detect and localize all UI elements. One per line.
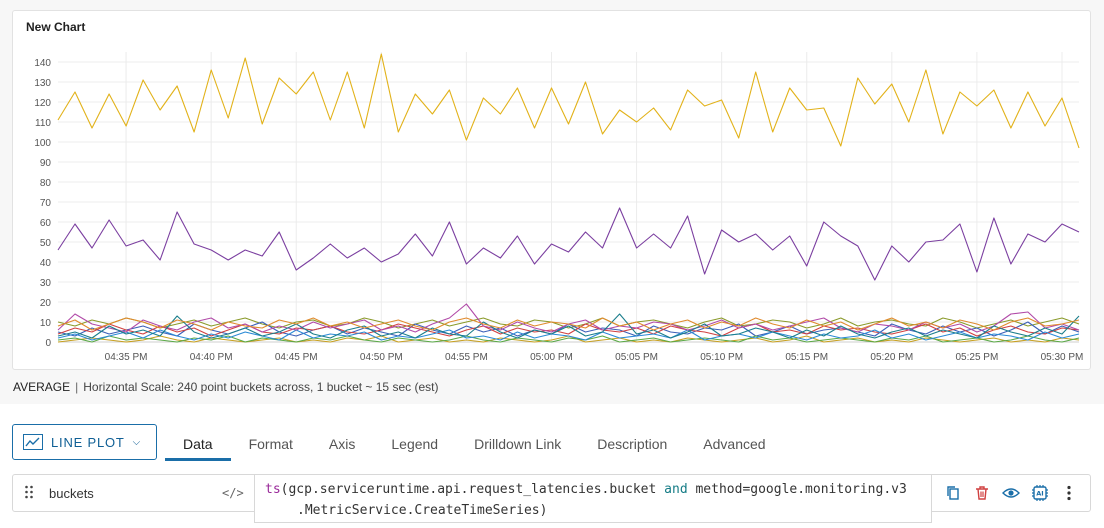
eye-icon[interactable] xyxy=(1001,483,1021,503)
tab-axis[interactable]: Axis xyxy=(328,436,356,452)
query-row: buckets </> ts(gcp.serviceruntime.api.re… xyxy=(12,474,1091,523)
query-name[interactable]: buckets xyxy=(49,486,94,501)
x-tick-label: 05:20 PM xyxy=(870,352,913,363)
y-tick-label: 120 xyxy=(34,98,51,109)
ai-icon[interactable]: AI xyxy=(1030,483,1050,503)
y-tick-label: 60 xyxy=(40,218,52,229)
delete-icon[interactable] xyxy=(972,483,992,503)
summary-aggregate: AVERAGE xyxy=(13,380,71,394)
x-tick-label: 05:30 PM xyxy=(1041,352,1084,363)
chart-title: New Chart xyxy=(26,20,86,34)
y-tick-label: 100 xyxy=(34,138,51,149)
query-line-2: .MetricService.CreateTimeSeries) xyxy=(297,503,548,518)
y-tick-label: 50 xyxy=(40,238,52,249)
x-tick-label: 05:15 PM xyxy=(785,352,828,363)
copy-icon[interactable] xyxy=(943,483,963,503)
query-part-2: method=google.monitoring.v3 xyxy=(687,482,907,497)
x-tick-label: 04:35 PM xyxy=(105,352,148,363)
y-tick-label: 0 xyxy=(45,338,51,349)
y-tick-label: 110 xyxy=(35,118,51,129)
drag-handle-icon[interactable] xyxy=(24,485,34,499)
tab-format[interactable]: Format xyxy=(248,436,293,452)
series-line-1[interactable] xyxy=(57,207,1080,281)
y-tick-label: 130 xyxy=(34,78,51,89)
chart-summary: AVERAGE | Horizontal Scale: 240 point buck… xyxy=(13,380,438,394)
y-tick-label: 140 xyxy=(34,58,51,69)
summary-scale: Horizontal Scale: 240 point buckets acro… xyxy=(83,380,439,394)
query-function: ts xyxy=(265,482,281,497)
y-tick-label: 90 xyxy=(40,158,52,169)
x-tick-label: 05:05 PM xyxy=(615,352,658,363)
plot-type-button[interactable]: LINE PLOT ⌵ xyxy=(12,424,157,460)
query-keyword: and xyxy=(664,482,688,497)
code-icon[interactable]: </> xyxy=(222,486,244,500)
y-tick-label: 40 xyxy=(40,258,52,269)
series-line-2[interactable] xyxy=(57,317,1080,331)
tab-data[interactable]: Data xyxy=(165,424,231,461)
chart-editor: LINE PLOT ⌵ Data Format Axis Legend Dril… xyxy=(0,404,1104,528)
y-tick-label: 80 xyxy=(40,178,52,189)
series-line-6[interactable] xyxy=(57,335,1080,343)
plot-type-label: LINE PLOT xyxy=(51,434,125,450)
query-actions: AI xyxy=(943,483,1079,503)
query-input[interactable]: ts(gcp.serviceruntime.api.request_latenc… xyxy=(254,474,932,523)
x-tick-label: 05:10 PM xyxy=(700,352,743,363)
more-icon[interactable] xyxy=(1059,483,1079,503)
series-line-5[interactable] xyxy=(57,329,1080,341)
series-line-3[interactable] xyxy=(57,313,1080,339)
line-chart-icon xyxy=(23,434,43,450)
y-tick-label: 70 xyxy=(40,198,52,209)
editor-tabs: Data Format Axis Legend Drilldown Link D… xyxy=(165,424,784,461)
x-tick-label: 04:45 PM xyxy=(275,352,318,363)
chevron-down-icon: ⌵ xyxy=(132,436,142,448)
line-chart[interactable]: 0 10 20 30 40 50 60 70 80 90 100 110 120 130 140 04:35 … xyxy=(13,11,1092,371)
x-tick-label: 04:40 PM xyxy=(190,352,233,363)
y-tick-label: 30 xyxy=(40,278,52,289)
x-tick-label: 04:50 PM xyxy=(360,352,403,363)
x-tick-label: 05:00 PM xyxy=(530,352,573,363)
query-part-1: (gcp.serviceruntime.api.request_latencie… xyxy=(280,482,665,497)
y-tick-label: 20 xyxy=(40,298,52,309)
series-line-0[interactable] xyxy=(57,53,1080,149)
tab-description[interactable]: Description xyxy=(597,436,668,452)
x-tick-label: 05:25 PM xyxy=(955,352,998,363)
summary-separator: | xyxy=(75,380,79,394)
chart-panel: New Chart 0 10 20 30 40 50 60 70 80 90 100 110 120 13… xyxy=(12,10,1091,370)
svg-text:AI: AI xyxy=(1036,490,1043,498)
tab-drilldown-link[interactable]: Drilldown Link xyxy=(474,436,562,452)
y-tick-label: 10 xyxy=(40,318,52,329)
tab-legend[interactable]: Legend xyxy=(391,436,439,452)
tab-advanced[interactable]: Advanced xyxy=(703,436,766,452)
x-tick-label: 04:55 PM xyxy=(445,352,488,363)
